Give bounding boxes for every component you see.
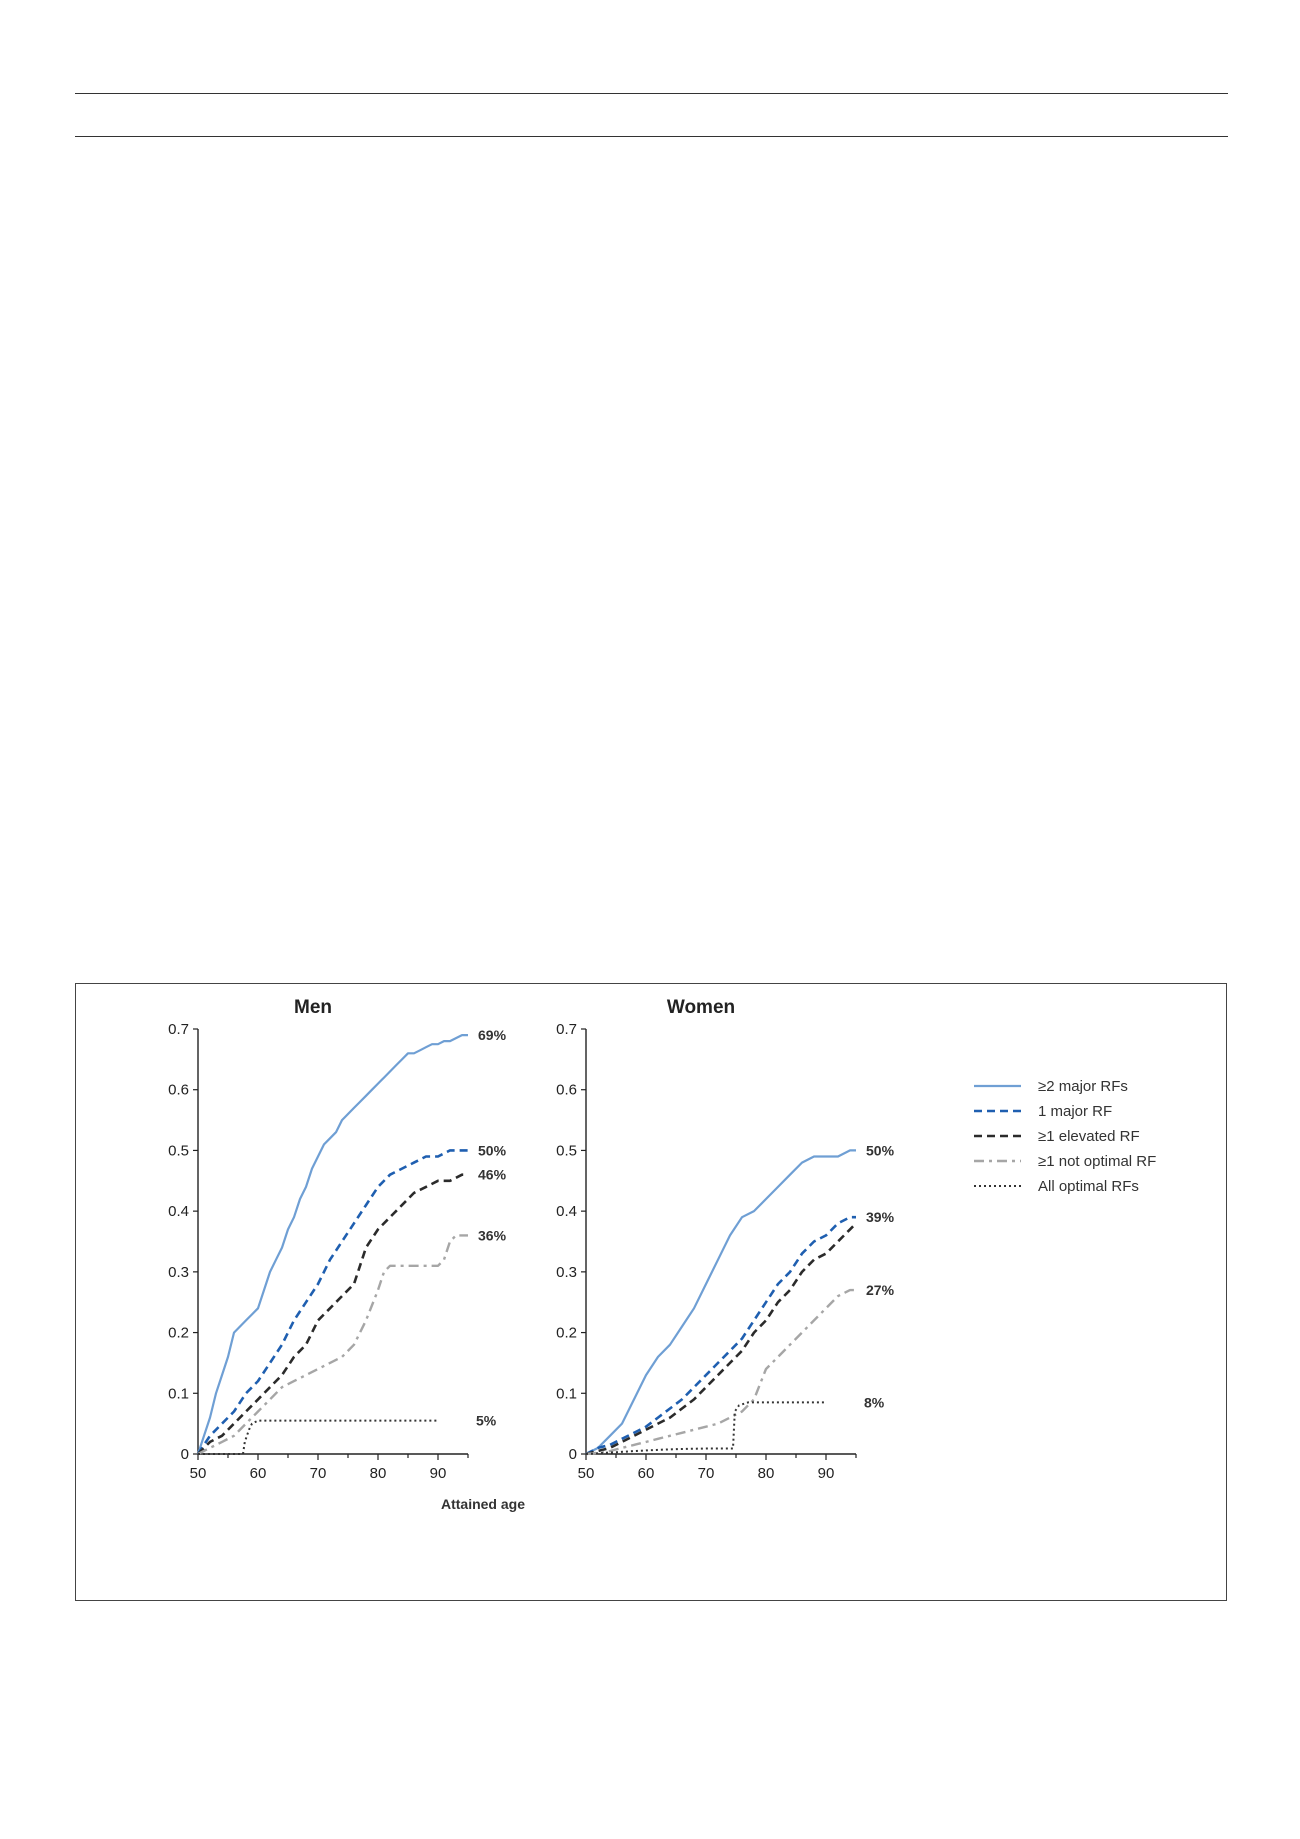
women-series-line-1 <box>585 1215 856 1456</box>
legend-label-0: ≥2 major RFs <box>1038 1078 1128 1095</box>
women-y-tick-label: 0.5 <box>556 1142 577 1159</box>
women-y-tick-label: 0 <box>569 1446 577 1463</box>
men-x-tick-label: 90 <box>430 1465 447 1482</box>
women-end-label-3: 27% <box>866 1282 895 1298</box>
women-x-tick-label: 60 <box>638 1465 655 1482</box>
women-series-line-2 <box>585 1222 857 1456</box>
women-x-tick-label: 80 <box>758 1465 775 1482</box>
men-y-tick-label: 0.1 <box>168 1385 189 1402</box>
women-y-tick-label: 0.3 <box>556 1264 577 1281</box>
men-end-label-0: 69% <box>478 1027 507 1043</box>
legend-label-3: ≥1 not optimal RF <box>1038 1153 1156 1170</box>
men-y-tick-label: 0.2 <box>168 1325 189 1342</box>
x-axis-title: Attained age <box>441 1496 525 1512</box>
women-y-tick-label: 0.6 <box>556 1082 577 1099</box>
header-rule-bottom <box>75 136 1228 137</box>
women-end-label-0: 50% <box>866 1142 895 1158</box>
men-series-line-3 <box>197 1234 468 1456</box>
women-series-line-4 <box>585 1401 826 1455</box>
women-y-tick-label: 0.4 <box>556 1203 577 1220</box>
men-end-label-1: 50% <box>478 1142 507 1158</box>
women-x-tick-label: 50 <box>578 1465 595 1482</box>
men-end-label-4: 5% <box>476 1413 497 1429</box>
men-y-tick-label: 0.3 <box>168 1264 189 1281</box>
legend-label-2: ≥1 elevated RF <box>1038 1128 1140 1145</box>
chart: 0 0.1 0.2 0.3 0.4 0.5 0.6 0.7 50 60 70 80 90 Men 69% 50… <box>168 997 1156 1512</box>
men-series-line-2 <box>197 1173 468 1455</box>
women-end-label-4: 8% <box>864 1394 885 1410</box>
figure-frame: 0 0.1 0.2 0.3 0.4 0.5 0.6 0.7 50 60 70 80 90 Men 69% 50… <box>75 983 1227 1601</box>
women-end-label-1: 39% <box>866 1209 895 1225</box>
women-x-tick-label: 70 <box>698 1465 715 1482</box>
men-series-line-1 <box>196 1149 468 1455</box>
men-y-tick-label: 0.5 <box>168 1142 189 1159</box>
women-series-line-0 <box>585 1149 856 1455</box>
men-series-line-4 <box>198 1419 438 1455</box>
men-end-label-2: 46% <box>478 1167 507 1183</box>
women-y-tick-label: 0.1 <box>556 1385 577 1402</box>
header-rule-top <box>75 93 1228 94</box>
men-series-line-0 <box>196 1034 468 1455</box>
men-y-tick-label: 0.7 <box>168 1021 189 1038</box>
legend-label-4: All optimal RFs <box>1038 1178 1139 1195</box>
men-y-tick-label: 0.6 <box>168 1082 189 1099</box>
women-series-line-3 <box>585 1288 856 1456</box>
men-end-label-3: 36% <box>478 1227 507 1243</box>
women-y-tick-label: 0.7 <box>556 1021 577 1038</box>
men-y-tick-label: 0.4 <box>168 1203 189 1220</box>
men-x-tick-label: 80 <box>370 1465 387 1482</box>
men-panel-title: Men <box>294 997 332 1018</box>
legend-label-1: 1 major RF <box>1038 1103 1112 1120</box>
men-x-tick-label: 60 <box>250 1465 267 1482</box>
men-x-tick-label: 50 <box>190 1465 207 1482</box>
women-panel-title: Women <box>667 997 735 1018</box>
women-x-tick-label: 90 <box>818 1465 835 1482</box>
men-y-tick-label: 0 <box>181 1446 189 1463</box>
men-x-tick-label: 70 <box>310 1465 327 1482</box>
women-y-tick-label: 0.2 <box>556 1325 577 1342</box>
